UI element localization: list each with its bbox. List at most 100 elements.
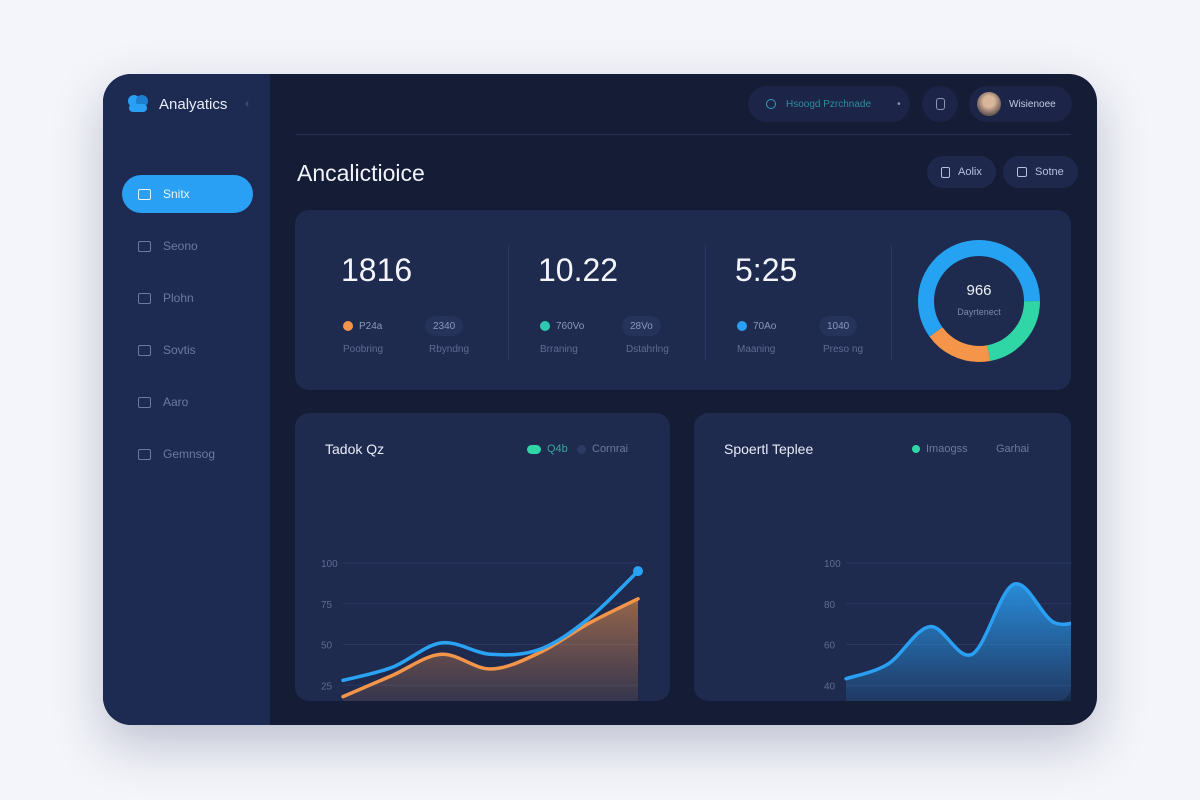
area-chart: 1008060400Fe0000Fe0000Fe0000 [824, 559, 1071, 701]
user-name: Wisienoee [1009, 98, 1056, 110]
y-tick-label: 100 [321, 559, 338, 570]
y-tick-label: 100 [824, 559, 841, 570]
stat-sublabel: Poobring [343, 344, 384, 355]
chart-title: Spoertl Teplee [724, 441, 814, 457]
legend-item[interactable]: Q4b [527, 443, 568, 455]
divider [508, 245, 509, 360]
y-tick-label: 80 [824, 600, 836, 611]
sidebar-nav: Snitx Seono Plohn Sovtis Aaro Gemnsog [122, 175, 253, 487]
sidebar-item-1[interactable]: Seono [122, 227, 253, 265]
search-placeholder: Hsoogd Pzrchnade [786, 98, 872, 110]
line-chart-panel: Tadok Qz Q4b Cornrai 1007550250Fe20200Fe… [295, 413, 670, 701]
y-tick-label: 50 [321, 641, 333, 652]
line-chart: 1007550250Fe20200Fe2020Fe2020e [321, 559, 643, 701]
nav-icon [138, 188, 151, 200]
legend-item[interactable]: Garhai [996, 443, 1029, 455]
stat-card: 1816 P24a 2340 Poobring Rbyndng [295, 210, 491, 390]
chip-label: 760Vo [556, 320, 585, 332]
action-button-1[interactable]: Aolix [927, 156, 996, 188]
y-tick-label: 60 [824, 641, 836, 652]
legend-label: Imaogss [926, 443, 968, 455]
stat-chip: P24a [343, 316, 382, 336]
stat-chip-secondary: 2340 [425, 316, 464, 336]
donut-label: Dayrtenect [957, 307, 1001, 317]
header-divider [296, 134, 1071, 135]
action-label: Aolix [958, 166, 982, 178]
series-area [846, 584, 1071, 701]
nav-icon [138, 396, 151, 408]
stat-value: 1816 [341, 252, 413, 288]
dashboard-window: Analyatics ‹ Snitx Seono Plohn Sovtis Aaro Ge… [103, 74, 1097, 725]
series-line [341, 597, 640, 699]
app-name: Analyatics [159, 95, 228, 113]
sidebar-item-label: Seono [163, 239, 198, 253]
bell-icon [935, 98, 945, 110]
sidebar-item-label: Snitx [163, 187, 190, 201]
donut-chart [918, 240, 1040, 362]
legend-label: Garhai [996, 443, 1030, 455]
stat-chip-secondary: 28Vo [622, 316, 661, 336]
stat-sublabel: Rbyndng [429, 344, 470, 355]
stat-sublabel: Brraning [540, 344, 578, 355]
printer-icon [1017, 167, 1027, 177]
page-title: Ancalictioice [297, 160, 425, 186]
divider [705, 245, 706, 360]
stat-chip-secondary: 1040 [819, 316, 858, 336]
nav-icon [138, 240, 151, 252]
chip-label: 2340 [433, 320, 456, 332]
avatar [977, 92, 1001, 116]
status-dot-icon [737, 321, 747, 331]
nav-icon [138, 448, 151, 460]
notifications-button[interactable] [922, 86, 958, 122]
search-icon [766, 99, 776, 109]
y-tick-label: 40 [824, 681, 836, 692]
legend-item[interactable]: Cornrai [577, 443, 628, 455]
stat-value: 5:25 [735, 252, 798, 288]
divider [891, 245, 892, 360]
donut-segment [918, 240, 1040, 362]
nav-icon [138, 344, 151, 356]
sidebar-item-5[interactable]: Gemnsog [122, 435, 253, 473]
series-area [343, 598, 638, 701]
collapse-icon[interactable]: ‹ [245, 98, 250, 110]
chip-label: 28Vo [630, 320, 653, 332]
status-dot-icon [343, 321, 353, 331]
brand: Analyatics ‹ [127, 94, 249, 114]
user-menu[interactable]: Wisienoee [969, 86, 1072, 122]
sidebar-item-0[interactable]: Snitx [122, 175, 253, 213]
status-dot-icon [540, 321, 550, 331]
series-line [341, 569, 640, 683]
sidebar-item-label: Plohn [163, 291, 194, 305]
stat-card: 5:25 70Ao 1040 Maaning Preso ng [689, 210, 885, 390]
chip-label: P24a [359, 320, 383, 332]
dot-icon [577, 444, 586, 454]
chart-title: Tadok Qz [325, 441, 385, 457]
sidebar-item-label: Gemnsog [163, 447, 216, 461]
action-button-2[interactable]: Sotne [1003, 156, 1078, 188]
sidebar: Analyatics ‹ Snitx Seono Plohn Sovtis Aaro Ge… [103, 74, 270, 725]
stat-sublabel: Dstahrlng [626, 344, 669, 355]
stat-value: 10.22 [538, 252, 619, 288]
legend-label: Q4b [547, 443, 568, 455]
sidebar-item-2[interactable]: Plohn [122, 279, 253, 317]
nav-icon [138, 292, 151, 304]
donut-segment [918, 240, 1040, 362]
action-label: Sotne [1035, 166, 1064, 178]
dot-icon [912, 445, 920, 453]
data-point [633, 566, 643, 577]
y-tick-label: 25 [321, 681, 333, 692]
stats-panel: 966 Dayrtenect 1816 P24a 2340 Poobring R… [295, 210, 1071, 390]
y-tick-label: 75 [321, 600, 333, 611]
logo-icon [128, 95, 148, 112]
chip-label: 70Ao [753, 320, 777, 332]
stat-card: 10.22 760Vo 28Vo Brraning Dstahrlng [492, 210, 688, 390]
document-icon [941, 166, 950, 178]
sidebar-item-3[interactable]: Sovtis [122, 331, 253, 369]
sidebar-item-label: Aaro [163, 395, 189, 409]
chip-label: 1040 [827, 320, 850, 332]
search-input[interactable]: Hsoogd Pzrchnade • [748, 86, 910, 122]
legend-item[interactable]: Imaogss [912, 443, 968, 455]
sidebar-item-4[interactable]: Aaro [122, 383, 253, 421]
legend-label: Cornrai [592, 443, 629, 455]
stat-sublabel: Preso ng [823, 344, 864, 355]
